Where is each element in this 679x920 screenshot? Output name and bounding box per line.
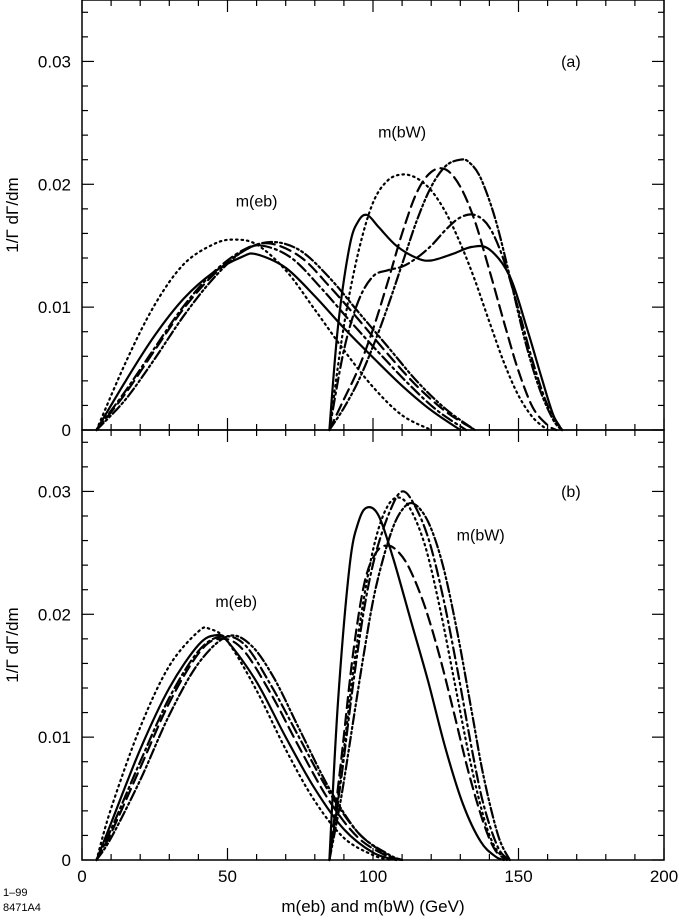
series-line [328, 501, 511, 862]
panel-label: (b) [561, 484, 581, 501]
series-line [95, 244, 468, 432]
series-line [328, 213, 564, 432]
series-line [328, 158, 564, 432]
figure-date-code: 1–99 [3, 887, 28, 899]
series-line [95, 634, 404, 862]
panel-label: (a) [561, 54, 581, 71]
y-tick-label: 0.03 [38, 52, 71, 71]
x-tick-label: 50 [218, 867, 237, 886]
series-line [95, 242, 476, 432]
curve-annotation: m(bW) [378, 125, 426, 142]
series-line [95, 626, 392, 862]
series-line [328, 506, 505, 862]
y-axis-label: 1/Γ dΓ/dm [3, 607, 22, 682]
x-tick-label: 0 [77, 867, 86, 886]
series-line [95, 252, 462, 432]
y-tick-label: 0 [62, 421, 71, 440]
y-tick-label: 0.03 [38, 482, 71, 501]
x-tick-label: 100 [359, 867, 387, 886]
series-line [328, 496, 508, 862]
series-line [328, 167, 558, 432]
x-tick-label: 200 [650, 867, 678, 886]
panel-b: 0 0.01 0.02 0.03 1/Γ dΓ/dm 0 50 100 150 200 m(eb) … [3, 429, 678, 916]
x-tick-label: 150 [504, 867, 532, 886]
y-tick-label: 0.02 [38, 605, 71, 624]
figure-id-code: 8471A4 [3, 902, 41, 914]
y-tick-label: 0 [62, 851, 71, 870]
series-line [328, 173, 549, 432]
series-line [95, 637, 404, 862]
series-line [328, 213, 564, 432]
y-tick-label: 0.01 [38, 298, 71, 317]
series-line [328, 544, 508, 862]
x-axis-label: m(eb) and m(bW) (GeV) [281, 897, 464, 916]
curve-annotation: m(bW) [457, 528, 505, 545]
series-line [95, 240, 476, 432]
curve-annotation: m(eb) [236, 193, 278, 210]
curve-annotation: m(eb) [215, 594, 257, 611]
series-line [95, 238, 433, 432]
series-line [328, 490, 511, 862]
y-tick-label: 0.01 [38, 728, 71, 747]
panel-a: 0 0.01 0.02 0.03 1/Γ dΓ/dm (a) m(eb) m(bW) [3, 0, 665, 440]
y-axis-label: 1/Γ dΓ/dm [3, 177, 22, 252]
y-tick-label: 0.02 [38, 175, 71, 194]
